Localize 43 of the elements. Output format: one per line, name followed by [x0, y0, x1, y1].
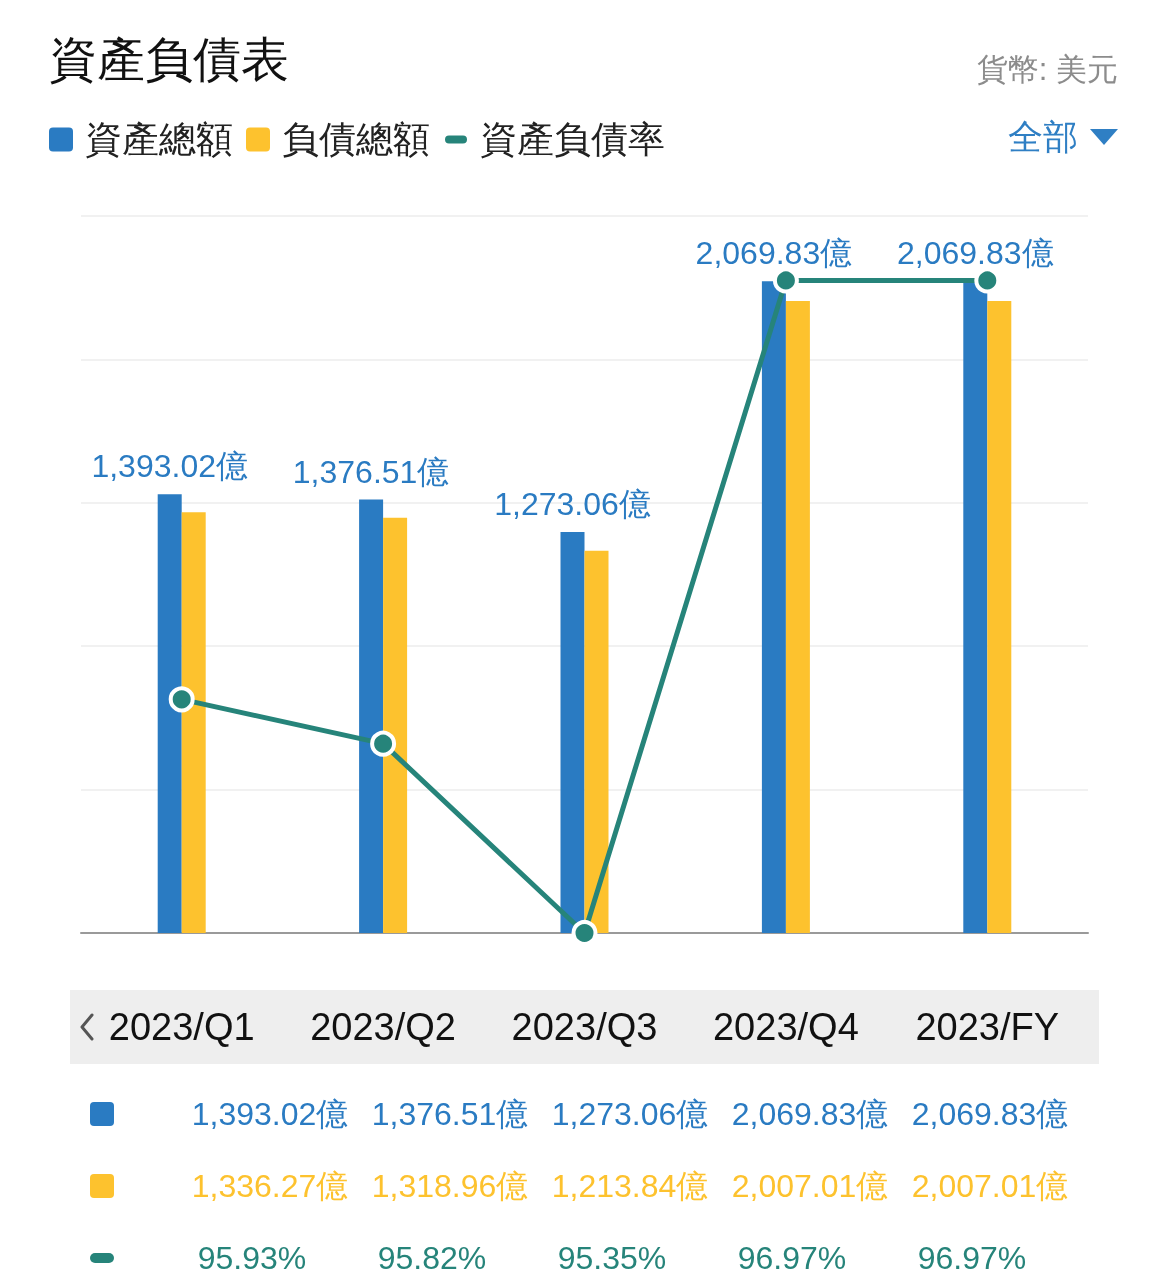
text: 2,069.83億 — [897, 235, 1054, 272]
data-label: 1,336.27億 — [190, 1167, 350, 1206]
bar — [761, 281, 786, 933]
data-label: 2,007.01億 — [730, 1167, 890, 1206]
bar — [987, 300, 1012, 933]
bar — [963, 281, 988, 933]
bar — [181, 512, 206, 933]
data-label: 1,318.96億 — [370, 1167, 530, 1206]
bar — [785, 300, 810, 933]
text: 1,273.06億 — [494, 486, 651, 523]
data-label: 96.97% — [736, 1239, 848, 1278]
x-tick-label: 2023/FY — [914, 1005, 1061, 1050]
bar — [359, 499, 384, 933]
x-tick-label: 2023/Q2 — [309, 1005, 457, 1050]
bar — [560, 532, 585, 933]
bar — [157, 494, 182, 933]
x-tick-label: 2023/Q4 — [712, 1005, 860, 1050]
data-label: 2,069.83億 — [730, 1095, 890, 1134]
data-label: 95.82% — [376, 1239, 488, 1278]
bar — [383, 517, 408, 933]
text: 2,069.83億 — [695, 235, 853, 272]
point — [168, 686, 195, 713]
data-label: 1,213.84億 — [550, 1167, 710, 1206]
data-label: 96.97% — [916, 1239, 1028, 1278]
data-label: 95.93% — [196, 1239, 308, 1278]
text: 1,376.51億 — [292, 453, 450, 490]
text: 1,393.02億 — [91, 448, 248, 485]
data-label: 2,007.01億 — [910, 1167, 1070, 1206]
legend-label: 負債總額 — [282, 119, 430, 160]
data-label: 95.35% — [556, 1239, 668, 1278]
legend-label: 資產負債率 — [480, 119, 665, 160]
text: 貨幣: 美元 — [976, 51, 1118, 89]
legend-label: 資產總額 — [85, 119, 233, 160]
point — [370, 730, 397, 757]
x-tick-label: 2023/Q1 — [107, 1005, 256, 1050]
data-label: 1,393.02億 — [190, 1095, 350, 1134]
data-label: 1,376.51億 — [370, 1095, 530, 1134]
data-label: 1,273.06億 — [550, 1095, 710, 1134]
x-tick-label: 2023/Q3 — [510, 1005, 659, 1050]
text: 全部 — [1008, 116, 1078, 158]
chart-title: 資產負債表 — [49, 32, 289, 86]
bar — [584, 550, 609, 933]
data-label: 2,069.83億 — [910, 1095, 1070, 1134]
